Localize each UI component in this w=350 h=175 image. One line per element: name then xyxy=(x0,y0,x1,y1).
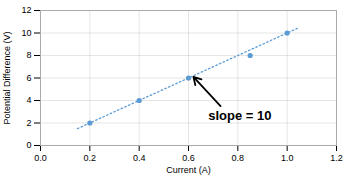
svg-text:0.0: 0.0 xyxy=(34,153,47,163)
svg-text:Potential Difference (V): Potential Difference (V) xyxy=(2,32,12,125)
svg-text:0.2: 0.2 xyxy=(84,153,97,163)
svg-text:Current (A): Current (A) xyxy=(166,165,211,175)
svg-text:10: 10 xyxy=(21,28,31,38)
svg-text:2: 2 xyxy=(26,118,31,128)
svg-text:0: 0 xyxy=(26,140,31,150)
svg-text:slope = 10: slope = 10 xyxy=(208,108,271,123)
svg-text:1.0: 1.0 xyxy=(281,153,294,163)
svg-text:0.8: 0.8 xyxy=(232,153,245,163)
svg-text:6: 6 xyxy=(26,73,31,83)
svg-text:4: 4 xyxy=(26,95,31,105)
svg-text:1.2: 1.2 xyxy=(330,153,343,163)
svg-text:0.4: 0.4 xyxy=(133,153,146,163)
svg-text:0.6: 0.6 xyxy=(182,153,195,163)
svg-text:8: 8 xyxy=(26,50,31,60)
svg-text:12: 12 xyxy=(21,5,31,15)
